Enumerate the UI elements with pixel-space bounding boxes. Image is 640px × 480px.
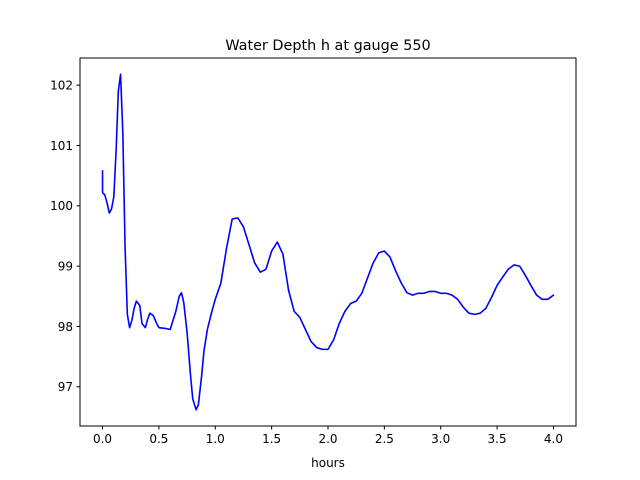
x-tick-label: 3.0: [431, 432, 450, 446]
x-axis-label: hours: [311, 456, 345, 470]
y-tick-label: 98: [58, 320, 73, 334]
y-tick-label: 99: [58, 259, 73, 273]
y-tick-label: 101: [50, 139, 73, 153]
y-tick-label: 102: [50, 78, 73, 92]
x-tick-label: 2.0: [318, 432, 337, 446]
x-tick-label: 2.5: [375, 432, 394, 446]
y-tick-label: 97: [58, 380, 73, 394]
y-tick-label: 100: [50, 199, 73, 213]
x-tick-label: 0.0: [93, 432, 112, 446]
x-tick-label: 0.5: [149, 432, 168, 446]
x-tick-label: 1.5: [262, 432, 281, 446]
x-axis-ticks: 0.0 0.5 1.0 1.5 2.0 2.5 3.0 3.5 4.0: [93, 426, 563, 446]
series-line-0: [101, 73, 555, 411]
plot-area: [101, 73, 555, 411]
chart-title: Water Depth h at gauge 550: [225, 38, 430, 54]
x-tick-label: 1.0: [206, 432, 225, 446]
x-tick-label: 4.0: [544, 432, 563, 446]
x-tick-label: 3.5: [488, 432, 507, 446]
y-axis-ticks: 97 98 99 100 101 102: [50, 78, 80, 394]
